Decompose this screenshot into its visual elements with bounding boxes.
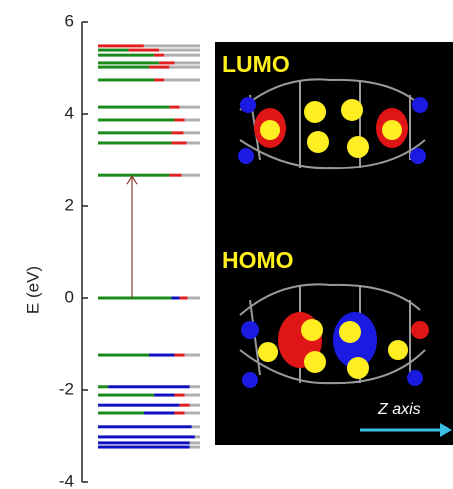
level-segment [98, 106, 169, 109]
level-segment [98, 385, 108, 388]
level-segment [98, 49, 129, 52]
level-segment [98, 441, 190, 444]
level-segment [175, 354, 185, 357]
level-segment [175, 61, 201, 64]
y-tick-label: 2 [65, 195, 74, 214]
level-segment [185, 118, 200, 121]
level-segment [171, 297, 179, 300]
level-segment [98, 44, 144, 47]
level-segment [180, 404, 190, 407]
level-segment [187, 141, 200, 144]
level-segment [98, 435, 195, 438]
panel-label: LUMO [222, 51, 290, 77]
level-segment [98, 174, 169, 177]
y-tick-label: -4 [59, 471, 74, 489]
level-segment [98, 446, 190, 449]
level-segment [169, 66, 200, 69]
level-segment [98, 66, 149, 69]
level-segment [144, 44, 200, 47]
level-segment [129, 49, 160, 52]
level-segment [98, 61, 159, 64]
level-segment [149, 66, 169, 69]
level-segment [175, 118, 185, 121]
level-segment [98, 118, 175, 121]
level-segment [190, 404, 200, 407]
level-segment [180, 106, 200, 109]
level-segment [195, 435, 200, 438]
level-segment [164, 78, 200, 81]
level-segment [190, 441, 200, 444]
level-segment [98, 425, 192, 428]
level-segment [144, 412, 175, 415]
level-segment [190, 385, 200, 388]
level-segment [108, 385, 190, 388]
y-tick-label: -2 [59, 379, 74, 398]
level-segment [180, 297, 188, 300]
level-segment [159, 61, 174, 64]
figure: E (eV) LUMO HOMO Z axis -4 -2 0 2 4 6 [0, 0, 453, 489]
level-segment [185, 412, 200, 415]
level-segment [182, 174, 200, 177]
level-segment [190, 446, 200, 449]
level-segment [154, 54, 164, 57]
panel-label: HOMO [222, 247, 294, 273]
level-segment [98, 412, 144, 415]
level-segment [164, 54, 200, 57]
level-segment [98, 394, 154, 397]
level-segment [171, 141, 186, 144]
orbital-panel: LUMO HOMO Z axis [215, 42, 453, 445]
level-segment [175, 412, 185, 415]
level-segment [185, 354, 200, 357]
level-segment [98, 141, 171, 144]
level-segment [185, 394, 200, 397]
level-segment [159, 49, 200, 52]
level-segment [154, 78, 164, 81]
level-segment [98, 131, 171, 134]
y-tick-label: 0 [65, 287, 74, 306]
level-segment [98, 404, 180, 407]
level-segment [149, 354, 175, 357]
level-segment [192, 425, 200, 428]
level-segment [171, 131, 183, 134]
level-segment [169, 106, 179, 109]
level-segment [184, 131, 200, 134]
level-segment [98, 54, 154, 57]
level-segment [188, 297, 200, 300]
level-segment [175, 394, 185, 397]
axis-note: Z axis [377, 401, 421, 418]
y-tick-label: 6 [65, 11, 74, 30]
y-axis-label: E (eV) [23, 266, 42, 314]
level-segment [154, 394, 174, 397]
level-segment [169, 174, 181, 177]
level-segment [98, 354, 149, 357]
level-segment [98, 297, 171, 300]
level-segment [98, 78, 154, 81]
y-tick-label: 4 [65, 103, 74, 122]
